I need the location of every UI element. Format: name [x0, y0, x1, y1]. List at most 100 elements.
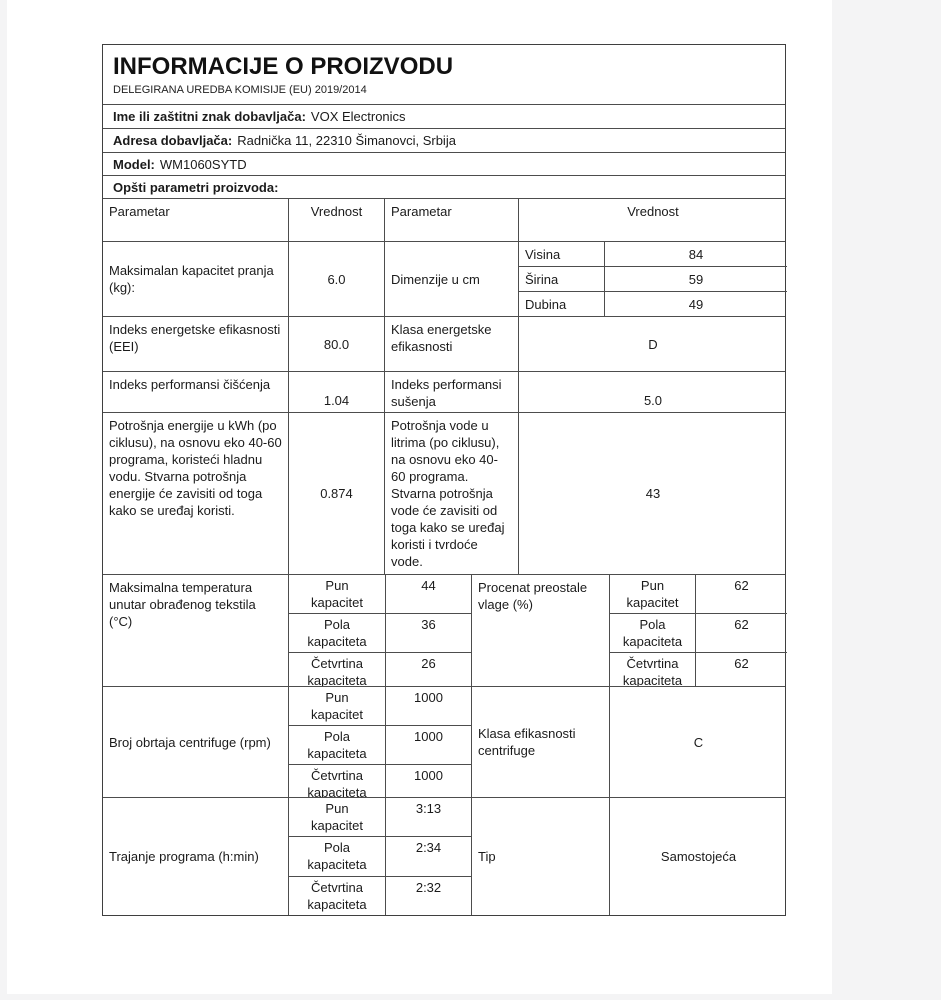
general-params-label: Opšti parametri proizvoda:: [113, 179, 279, 195]
general-params-row: Opšti parametri proizvoda:: [103, 175, 785, 198]
col-header-vrednost-2: Vrednost: [518, 199, 787, 241]
duration-quarter-name: Četvrtina kapaciteta: [307, 879, 367, 912]
spin-half-name: Pola kapaciteta: [307, 729, 367, 761]
duration-label: Trajanje programa (h:min): [109, 849, 259, 864]
supplier-row: Ime ili zaštitni znak dobavljača: VOX El…: [103, 104, 785, 128]
grid-header-row: Parametar Vrednost Parametar Vrednost: [103, 198, 785, 241]
moisture-full-value: 62: [695, 575, 787, 613]
document-page: INFORMACIJE O PROIZVODU DELEGIRANA UREDB…: [7, 0, 832, 994]
duration-sub-full: Pun kapacitet 3:13: [289, 798, 471, 837]
model-value: WM1060SYTD: [159, 156, 247, 172]
moisture-sub-quarter: Četvrtina kapaciteta 62: [610, 652, 787, 686]
product-info-table: INFORMACIJE O PROIZVODU DELEGIRANA UREDB…: [102, 44, 787, 916]
energy-consumption-label: Potrošnja energije u kWh (po ciklusu), n…: [109, 418, 282, 518]
row-eei: Indeks energetske efikasnosti (EEI) 80.0…: [103, 316, 785, 371]
dim-value-sirina: 59: [604, 267, 787, 291]
row-temperature: Maksimalna temperatura unutar obrađenog …: [103, 574, 787, 686]
moisture-quarter-name: Četvrtina kapaciteta: [622, 656, 683, 686]
temp-full-name: Pun kapacitet: [310, 578, 364, 610]
dim-value-dubina: 49: [604, 292, 787, 316]
model-label: Model:: [113, 156, 155, 172]
eei-value: 80.0: [288, 317, 384, 371]
temperature-sub-half: Pola kapaciteta 36: [289, 613, 471, 652]
row-consumption: Potrošnja energije u kWh (po ciklusu), n…: [103, 412, 785, 574]
temp-half-value: 36: [385, 614, 471, 652]
duration-sub-half: Pola kapaciteta 2:34: [289, 836, 471, 876]
duration-subtable: Pun kapacitet 3:13 Pola kapaciteta 2:34 …: [288, 798, 471, 915]
duration-half-value: 2:34: [385, 837, 471, 876]
spin-full-value: 1000: [385, 687, 471, 725]
row-spin: Broj obrtaja centrifuge (rpm) Pun kapaci…: [103, 686, 785, 797]
spin-half-value: 1000: [385, 726, 471, 764]
dim-name-dubina: Dubina: [525, 296, 567, 312]
cleaning-index-label: Indeks performansi čišćenja: [109, 377, 271, 392]
spin-subtable: Pun kapacitet 1000 Pola kapaciteta 1000 …: [288, 687, 471, 797]
moisture-subtable: Pun kapacitet 62 Pola kapaciteta 62 Četv…: [609, 575, 787, 686]
spin-sub-quarter: Četvrtina kapaciteta 1000: [289, 764, 471, 797]
type-value: Samostojeća: [609, 798, 787, 915]
temperature-label: Maksimalna temperatura unutar obrađenog …: [109, 580, 256, 629]
page-title: INFORMACIJE O PROIZVODU: [113, 53, 454, 80]
eei-label: Indeks energetske efikasnosti (EEI): [109, 322, 281, 354]
dimensions-label: Dimenzije u cm: [384, 242, 518, 316]
energy-class-label: Klasa energetske efikasnosti: [384, 317, 518, 371]
title-block: INFORMACIJE O PROIZVODU DELEGIRANA UREDB…: [103, 45, 785, 104]
row-capacity: Maksimalan kapacitet pranja (kg): 6.0 Di…: [103, 241, 787, 316]
col-header-parametar-2: Parametar: [384, 199, 518, 241]
address-value: Radnička 11, 22310 Šimanovci, Srbija: [237, 133, 456, 148]
capacity-label: Maksimalan kapacitet pranja (kg):: [109, 263, 274, 295]
temp-quarter-value: 26: [385, 653, 471, 686]
address-row: Adresa dobavljača: Radnička 11, 22310 Ši…: [103, 128, 785, 152]
spin-class-label: Klasa efikasnosti centrifuge: [471, 687, 609, 797]
supplier-value: VOX Electronics: [310, 109, 406, 124]
dim-row-dubina: Dubina 49: [519, 291, 787, 316]
dim-value-visina: 84: [604, 242, 787, 266]
water-consumption-value: 43: [518, 413, 787, 574]
duration-quarter-value: 2:32: [385, 876, 471, 915]
temp-half-name: Pola kapaciteta: [307, 617, 367, 649]
moisture-full-name: Pun kapacitet: [626, 578, 679, 610]
drying-index-label: Indeks performansi sušenja: [384, 372, 518, 412]
type-label: Tip: [471, 798, 609, 915]
moisture-sub-half: Pola kapaciteta 62: [610, 613, 787, 652]
moisture-label: Procenat preostale vlage (%): [471, 575, 609, 686]
temperature-sub-full: Pun kapacitet 44: [289, 575, 471, 613]
dimensions-subtable: Visina 84 Širina 59 Dubina 49: [518, 242, 787, 316]
col-header-vrednost-1: Vrednost: [288, 199, 384, 241]
dim-row-sirina: Širina 59: [519, 266, 787, 291]
temp-full-value: 44: [385, 575, 471, 613]
duration-sub-quarter: Četvrtina kapaciteta 2:32: [289, 875, 471, 915]
temperature-sub-quarter: Četvrtina kapaciteta 26: [289, 652, 471, 686]
address-label: Adresa dobavljača:: [113, 133, 233, 148]
moisture-quarter-value: 62: [695, 653, 787, 686]
energy-class-value: D: [518, 317, 787, 371]
moisture-sub-full: Pun kapacitet 62: [610, 575, 787, 613]
row-duration: Trajanje programa (h:min) Pun kapacitet …: [103, 797, 785, 915]
duration-full-value: 3:13: [385, 798, 471, 837]
spin-label: Broj obrtaja centrifuge (rpm): [109, 734, 271, 750]
spin-sub-half: Pola kapaciteta 1000: [289, 725, 471, 764]
dim-row-visina: Visina 84: [519, 242, 787, 266]
spin-quarter-name: Četvrtina kapaciteta: [307, 768, 367, 797]
spin-class-value: C: [609, 687, 787, 797]
page-subtitle: DELEGIRANA UREDBA KOMISIJE (EU) 2019/201…: [113, 84, 367, 96]
col-header-parametar-1: Parametar: [109, 204, 170, 219]
water-consumption-label: Potrošnja vode u litrima (po ciklusu), n…: [384, 413, 518, 574]
dim-name-visina: Visina: [525, 246, 561, 262]
capacity-value: 6.0: [288, 242, 384, 316]
supplier-label: Ime ili zaštitni znak dobavljača:: [113, 109, 306, 124]
duration-half-name: Pola kapaciteta: [307, 840, 367, 873]
duration-full-name: Pun kapacitet: [310, 801, 364, 833]
cleaning-index-value: 1.04: [288, 372, 384, 412]
moisture-half-name: Pola kapaciteta: [622, 617, 683, 649]
spin-full-name: Pun kapacitet: [310, 690, 364, 722]
spin-sub-full: Pun kapacitet 1000: [289, 687, 471, 725]
row-performance: Indeks performansi čišćenja 1.04 Indeks …: [103, 371, 785, 412]
dim-name-sirina: Širina: [525, 271, 559, 287]
temp-quarter-name: Četvrtina kapaciteta: [307, 656, 367, 686]
temperature-subtable: Pun kapacitet 44 Pola kapaciteta 36 Četv…: [288, 575, 471, 686]
model-row: Model: WM1060SYTD: [103, 152, 785, 175]
moisture-half-value: 62: [695, 614, 787, 652]
energy-consumption-value: 0.874: [288, 413, 384, 574]
drying-index-value: 5.0: [518, 372, 787, 412]
